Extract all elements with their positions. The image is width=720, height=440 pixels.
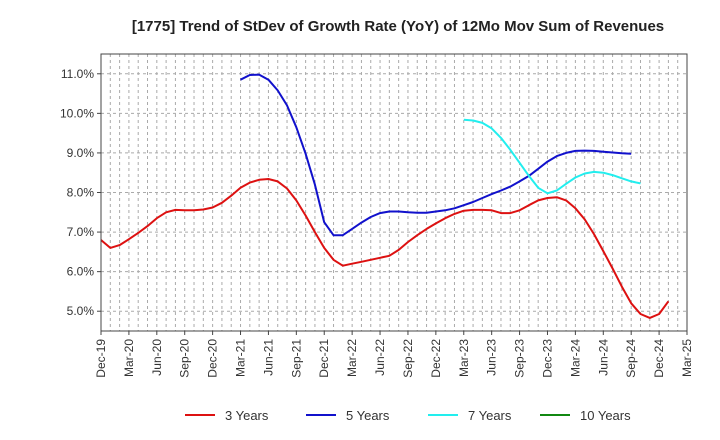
series-line-3-years <box>100 178 670 319</box>
legend-label-3-years: 3 Years <box>225 408 269 423</box>
x-tick-label: Mar-20 <box>122 339 136 377</box>
legend-label-5-years: 5 Years <box>346 408 390 423</box>
x-tick-label: Dec-22 <box>429 339 443 378</box>
series-line-5-years <box>240 73 632 237</box>
y-tick-label: 11.0% <box>61 67 94 81</box>
chart-title: [1775] Trend of StDev of Growth Rate (Yo… <box>132 18 664 35</box>
x-tick-label: Sep-22 <box>401 339 415 378</box>
x-tick-label: Mar-21 <box>234 339 248 377</box>
series-lines <box>100 73 670 319</box>
legend: 3 Years 5 Years 7 Years 10 Years <box>185 408 631 423</box>
x-tick-label: Jun-24 <box>596 339 610 376</box>
legend-label-7-years: 7 Years <box>468 408 512 423</box>
x-tick-label: Sep-20 <box>178 339 192 378</box>
x-tick-label: Dec-20 <box>206 339 220 378</box>
x-tick-label: Mar-24 <box>568 339 582 377</box>
y-tick-label: 5.0% <box>67 304 95 318</box>
x-tick-label: Mar-23 <box>457 339 471 377</box>
x-tick-label: Jun-21 <box>261 339 275 376</box>
x-tick-label: Jun-23 <box>485 339 499 376</box>
y-tick-label: 9.0% <box>67 146 95 160</box>
y-tick-label: 7.0% <box>67 225 95 239</box>
x-tick-label: Mar-25 <box>680 339 694 377</box>
grid-lines <box>101 54 687 331</box>
x-tick-label: Dec-19 <box>94 339 108 378</box>
x-tick-label: Sep-24 <box>624 339 638 378</box>
x-tick-label: Jun-22 <box>373 339 387 376</box>
x-tick-label: Sep-21 <box>289 339 303 378</box>
y-tick-label: 8.0% <box>67 186 95 200</box>
x-tick-label: Mar-22 <box>345 339 359 377</box>
x-tick-label: Dec-23 <box>540 339 554 378</box>
y-tick-label: 10.0% <box>60 106 94 120</box>
y-axis-ticks: 5.0% 6.0% 7.0% 8.0% 9.0% 10.0% 11.0% <box>60 67 101 318</box>
x-axis-ticks: Dec-19 Mar-20 Jun-20 Sep-20 Dec-20 Mar-21 Jun-… <box>94 331 694 378</box>
x-tick-label: Jun-20 <box>150 339 164 376</box>
y-tick-label: 6.0% <box>67 265 95 279</box>
x-tick-label: Dec-24 <box>652 339 666 378</box>
legend-label-10-years: 10 Years <box>580 408 631 423</box>
x-tick-label: Sep-23 <box>513 339 527 378</box>
series-line-7-years <box>463 118 641 195</box>
x-tick-label: Dec-21 <box>317 339 331 378</box>
